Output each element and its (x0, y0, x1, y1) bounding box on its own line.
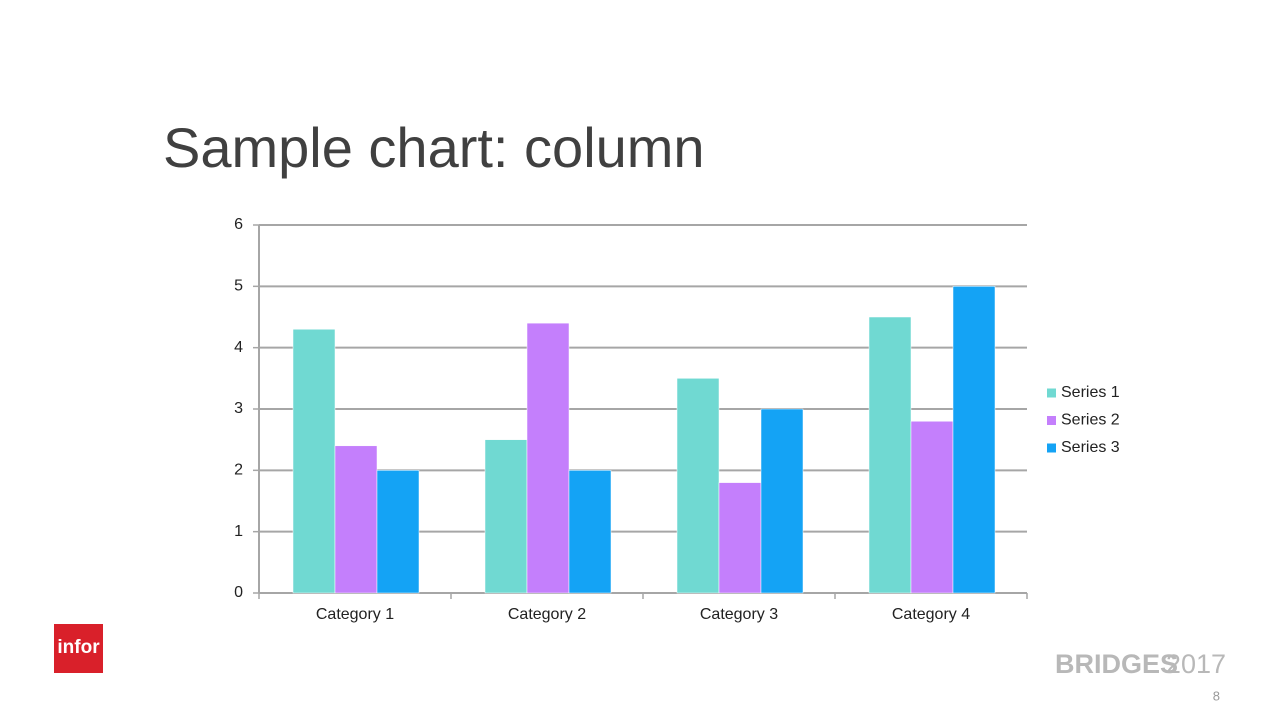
bar (952, 286, 996, 594)
bar (484, 439, 528, 594)
y-tick-label: 1 (234, 523, 243, 540)
bar (526, 322, 570, 594)
bar (718, 482, 762, 594)
y-tick-label: 5 (234, 278, 243, 295)
chart-title: Sample chart: column (163, 116, 705, 179)
legend-swatch (1047, 443, 1056, 453)
y-tick-label: 6 (234, 216, 243, 233)
legend-label: Series 3 (1061, 439, 1120, 456)
bar (292, 329, 336, 594)
bar (376, 470, 420, 594)
bar (868, 316, 912, 594)
y-tick-label: 3 (234, 400, 243, 417)
bar (334, 445, 378, 594)
legend-label: Series 2 (1061, 412, 1120, 429)
x-tick-label: Category 2 (508, 606, 586, 623)
y-tick-label: 0 (234, 584, 243, 601)
logo-box (54, 624, 103, 673)
page-number: 8 (1213, 688, 1220, 703)
x-tick-label: Category 3 (700, 606, 778, 623)
bar (676, 378, 720, 594)
y-tick-label: 2 (234, 462, 243, 479)
legend-label: Series 1 (1061, 384, 1120, 401)
bar (760, 408, 804, 594)
x-tick-label: Category 4 (892, 606, 970, 623)
bar (568, 470, 612, 594)
y-tick-label: 4 (234, 339, 243, 356)
legend-swatch (1047, 416, 1056, 425)
event-year: 2017 (1166, 649, 1226, 679)
event-name: BRIDGES (1055, 649, 1178, 679)
logo: infor (57, 637, 100, 658)
x-tick-label: Category 1 (316, 606, 394, 623)
legend-swatch (1047, 388, 1056, 398)
bar (910, 421, 954, 594)
